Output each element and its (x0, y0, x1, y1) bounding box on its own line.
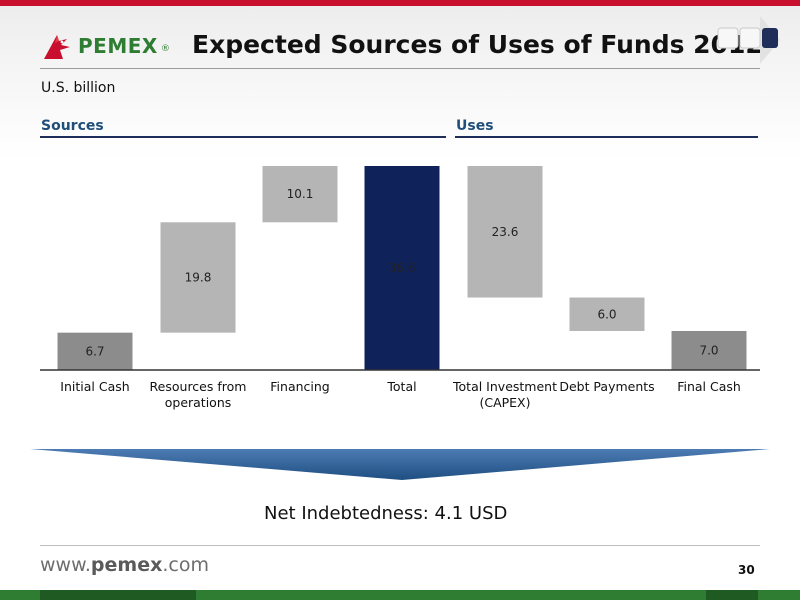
data-label-debt-payments: 6.0 (597, 307, 616, 321)
bar-resources-from-operations (160, 222, 236, 333)
pemex-eagle-icon (44, 35, 70, 59)
data-label-total-investment-capex: 23.6 (492, 225, 519, 239)
net-indebtedness-text: Net Indebtedness: 4.1 USD (264, 503, 508, 524)
website-brand: pemex (90, 554, 163, 576)
website-suffix: .com (162, 554, 209, 576)
page-title: Expected Sources of Uses of Funds 2012 (192, 30, 763, 59)
net-indebtedness-arrow (30, 449, 770, 480)
title-divider (40, 68, 760, 69)
decorative-squares-icon (717, 16, 780, 64)
logo-wordmark: PEMEX (78, 34, 158, 58)
category-label-financing: Financing (270, 379, 329, 394)
waterfall-chart: 6.7 Initial Cash 19.8 Resources from operati… (40, 166, 760, 410)
category-label-initial-cash: Initial Cash (60, 379, 129, 394)
category-label-debt-payments: Debt Payments (559, 379, 654, 394)
bar-total (364, 166, 440, 370)
labels-group: 6.7 Initial Cash 19.8 Resources from operati… (60, 187, 741, 410)
data-label-final-cash: 7.0 (699, 343, 718, 357)
website-prefix: www. (40, 554, 91, 576)
pemex-logo: PEMEX ® (40, 26, 170, 66)
sources-rule (40, 136, 446, 138)
sources-heading: Sources (41, 118, 104, 134)
data-label-financing: 10.1 (287, 187, 314, 201)
data-label-total: 36.6 (389, 261, 416, 275)
bottom-accent-bar (0, 590, 800, 600)
top-accent-bar (0, 0, 800, 6)
bar-final-cash (671, 330, 747, 370)
page-number: 30 (738, 563, 755, 577)
bottom-bar-segment (706, 590, 758, 600)
website-link[interactable]: www.pemex.com (40, 554, 209, 576)
units-label: U.S. billion (41, 80, 116, 96)
uses-heading: Uses (456, 118, 494, 134)
data-label-resources-from-operations: 19.8 (185, 270, 212, 284)
bars-group (57, 166, 747, 370)
bar-total-investment-capex (467, 166, 543, 298)
bar-financing (262, 166, 338, 223)
bottom-bar-segment (40, 590, 196, 600)
data-label-initial-cash: 6.7 (85, 344, 104, 358)
footer-divider (40, 545, 760, 546)
category-label-resources-from-operations: Resources from operations (150, 379, 247, 410)
category-label-total: Total (386, 379, 416, 394)
uses-rule (455, 136, 758, 138)
category-label-total-investment-capex: Total Investment (CAPEX) (452, 379, 557, 410)
bar-debt-payments (569, 297, 645, 331)
registered-mark: ® (160, 44, 170, 54)
category-label-final-cash: Final Cash (677, 379, 741, 394)
bar-initial-cash (57, 332, 133, 370)
